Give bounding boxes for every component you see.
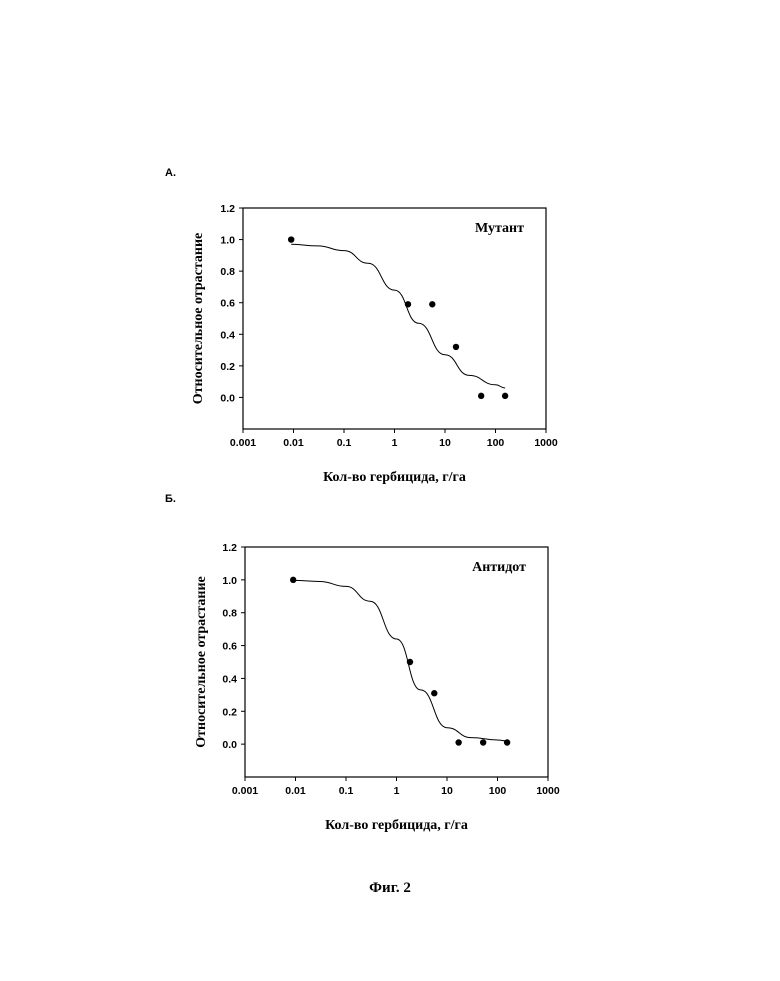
y-axis-label: Относительное отрастание — [194, 576, 209, 748]
legend-label: Антидот — [472, 560, 526, 575]
x-tick-label: 0.001 — [230, 437, 256, 449]
fit-curve — [291, 244, 505, 388]
x-tick-label: 0.01 — [283, 437, 304, 449]
data-point — [407, 659, 413, 665]
y-tick-label: 0.4 — [220, 329, 235, 341]
y-tick-label: 0.8 — [220, 266, 235, 278]
y-tick-label: 1.0 — [220, 235, 235, 247]
data-point — [480, 739, 486, 745]
y-tick-label: 0.6 — [222, 641, 237, 653]
data-point — [288, 236, 294, 242]
panel-b-label: Б. — [165, 493, 176, 505]
y-tick-label: 1.2 — [220, 203, 235, 215]
data-point — [290, 577, 296, 583]
y-tick-label: 0.0 — [222, 739, 237, 751]
data-point — [405, 301, 411, 307]
x-tick-label: 1 — [394, 785, 400, 797]
x-tick-label: 1000 — [536, 785, 560, 797]
data-point — [431, 690, 437, 696]
x-tick-label: 10 — [439, 437, 451, 449]
y-tick-label: 1.0 — [222, 575, 237, 587]
data-point — [478, 393, 484, 399]
x-axis-label: Кол-во гербицида, г/га — [323, 470, 466, 485]
legend-label: Мутант — [475, 221, 524, 236]
chart-b: 0.001 0.01 0.1 1 10 100 1000 0.0 0.2 0.4 0.6 0.8 1.0… — [0, 528, 780, 838]
figure-caption: Фиг. 2 — [0, 880, 780, 897]
data-point — [429, 301, 435, 307]
x-tick-label: 1000 — [534, 437, 558, 449]
x-tick-label: 10 — [441, 785, 453, 797]
data-point — [504, 739, 510, 745]
x-tick-label: 0.01 — [285, 785, 306, 797]
y-tick-label: 1.2 — [222, 542, 237, 554]
x-tick-label: 100 — [489, 785, 507, 797]
data-point — [502, 393, 508, 399]
y-tick-label: 0.2 — [220, 361, 235, 373]
chart-a: 0.001 0.01 0.1 1 10 100 1000 0.0 0.2 0.4 0.6 0.8 1.0… — [0, 190, 780, 500]
x-tick-label: 0.1 — [337, 437, 352, 449]
y-tick-label: 0.4 — [222, 673, 237, 685]
fit-curve — [293, 580, 507, 741]
y-axis-label: Относительное отрастание — [191, 233, 206, 405]
y-tick-label: 0.2 — [222, 706, 237, 718]
x-tick-label: 0.1 — [339, 785, 354, 797]
data-point — [453, 344, 459, 350]
y-tick-label: 0.6 — [220, 298, 235, 310]
y-tick-label: 0.8 — [222, 608, 237, 620]
y-tick-label: 0.0 — [220, 392, 235, 404]
x-tick-label: 1 — [392, 437, 398, 449]
data-point — [455, 739, 461, 745]
panel-a-label: А. — [165, 167, 176, 179]
x-axis-label: Кол-во гербицида, г/га — [325, 818, 468, 833]
x-tick-label: 100 — [487, 437, 505, 449]
x-tick-label: 0.001 — [232, 785, 258, 797]
